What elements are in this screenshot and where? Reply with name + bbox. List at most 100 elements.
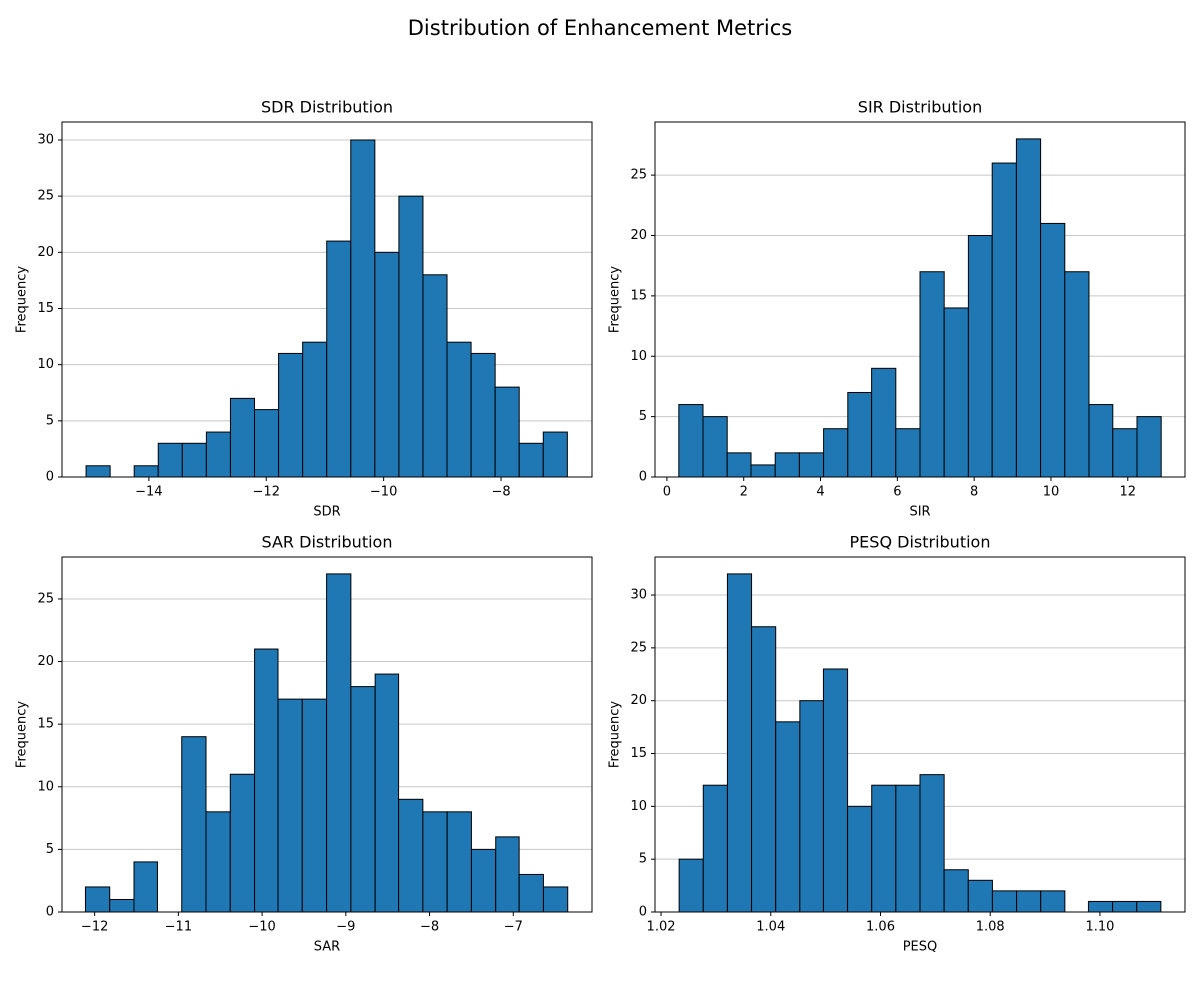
axes-frame [654,121,1186,478]
bar [991,890,1018,913]
y-tick-label: 10 [630,349,647,364]
axes-frame [654,556,1186,913]
bar [229,397,256,478]
y-tick-label: 5 [639,852,647,867]
figure-title: Distribution of Enhancement Metrics [408,16,792,40]
x-tick-label: 10 [1043,485,1060,500]
bar [967,235,993,478]
bar [1040,222,1066,478]
bar [726,452,752,478]
bar [775,721,801,913]
bar [991,162,1017,478]
bar [181,442,207,478]
bar [798,452,825,478]
y-tick-label: 0 [46,905,54,920]
bar [943,869,969,913]
y-tick-label: 15 [37,301,54,316]
bar [919,271,945,478]
subplot-title: SIR Distribution [858,98,982,117]
bar [542,886,569,913]
y-tick-label: 20 [37,654,54,669]
subplot: PESQ Distribution 0 5 10 15 20 25 30 1.02 1.04 1.0… [608,533,1186,955]
bar [1087,900,1114,913]
bar [495,836,520,913]
x-tick-label: 1.10 [1085,920,1114,935]
bar [967,879,993,913]
bar [678,404,704,478]
bar [518,873,544,913]
bar [470,352,496,478]
subplot: SDR Distribution 0 5 10 15 20 25 30 −14 −12 −10 −8 S… [15,98,593,520]
y-tick-label: 5 [46,413,54,428]
bar [422,811,448,913]
bar [895,428,921,478]
x-tick-label: −9 [336,920,355,935]
y-tick-label: 20 [630,228,647,243]
bar [326,573,352,913]
x-tick-label: −12 [253,485,280,500]
bar [109,898,135,913]
bar [702,784,728,913]
bar [847,391,873,478]
x-tick-label: 1.04 [756,920,785,935]
y-tick-label: 5 [639,409,647,424]
bar [422,274,448,478]
bar [871,367,897,478]
y-tick-label: 30 [37,132,54,147]
x-tick-label: 1.06 [866,920,895,935]
x-tick-label: −11 [165,920,192,935]
x-tick-label: −10 [248,920,275,935]
subplot-title: PESQ Distribution [850,533,991,552]
bar [1040,890,1066,913]
y-axis-label: Frequency [15,701,30,768]
y-tick-label: 0 [46,470,54,485]
x-tick-label: 1.02 [647,920,676,935]
x-tick-label: −7 [504,920,523,935]
bar [726,573,753,913]
x-tick-label: 2 [740,485,748,500]
subplot-title: SAR Distribution [262,533,393,552]
x-tick-label: 4 [816,485,824,500]
bar [205,431,231,478]
y-tick-label: 5 [46,842,54,857]
bar [278,352,304,478]
y-tick-label: 25 [630,640,647,655]
subplot-title: SDR Distribution [261,98,393,117]
x-tick-label: −8 [491,485,510,500]
bar [1016,890,1042,913]
bar [446,341,472,478]
bar [919,774,945,913]
y-tick-label: 10 [630,799,647,814]
y-axis-label: Frequency [15,266,30,333]
bar [1136,416,1162,478]
bar [398,798,424,913]
bar [943,307,969,478]
bar [1088,404,1114,478]
bar [823,428,849,478]
bar [350,139,376,478]
bar [446,811,472,913]
y-axis-label: Frequency [608,266,623,333]
y-tick-label: 25 [37,189,54,204]
bar [229,773,256,913]
y-tick-label: 0 [639,470,647,485]
subplot: SAR Distribution 0 5 10 15 20 25 −12 −11 −10 −9 −8 −… [15,533,593,955]
bar [157,442,183,478]
bar [181,736,207,913]
y-tick-label: 0 [639,905,647,920]
subplot: SIR Distribution 0 5 10 15 20 25 0 2 4 6 8 10 12 SIR Fr… [608,98,1186,520]
bar [751,626,777,913]
x-tick-label: 1.08 [976,920,1005,935]
x-tick-label: −10 [370,485,397,500]
y-tick-label: 15 [630,746,647,761]
y-tick-label: 25 [37,591,54,606]
bar [326,240,352,478]
bar [133,465,159,478]
y-tick-label: 20 [630,693,647,708]
bar [542,431,568,478]
y-tick-label: 25 [630,168,647,183]
bar [1136,900,1162,913]
y-tick-label: 20 [37,245,54,260]
bar [1064,271,1090,478]
